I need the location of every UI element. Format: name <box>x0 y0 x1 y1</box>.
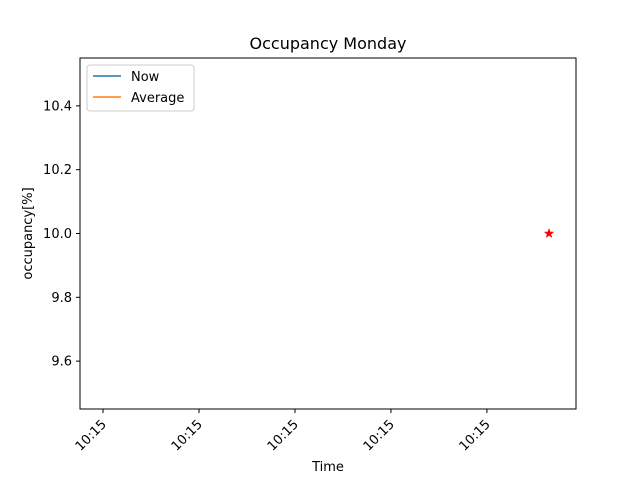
y-tick-label: 9.8 <box>51 291 72 306</box>
y-tick-label: 10.2 <box>43 163 72 178</box>
y-tick-label: 10.0 <box>43 227 72 242</box>
star-marker <box>543 228 555 238</box>
y-axis-ticks: 9.6 9.8 10.0 10.2 10.4 <box>43 99 80 370</box>
legend: Now Average <box>86 64 195 112</box>
legend-label-average: Average <box>131 91 184 106</box>
legend-label-now: Now <box>131 70 160 85</box>
x-axis-label: Time <box>311 460 344 475</box>
y-tick-label: 10.4 <box>43 99 72 114</box>
chart-title: Occupancy Monday <box>250 34 407 53</box>
y-axis-label: occupancy[%] <box>21 187 36 279</box>
data-markers <box>543 228 555 238</box>
y-tick-label: 9.6 <box>51 355 72 370</box>
plot-area-frame <box>79 57 577 410</box>
